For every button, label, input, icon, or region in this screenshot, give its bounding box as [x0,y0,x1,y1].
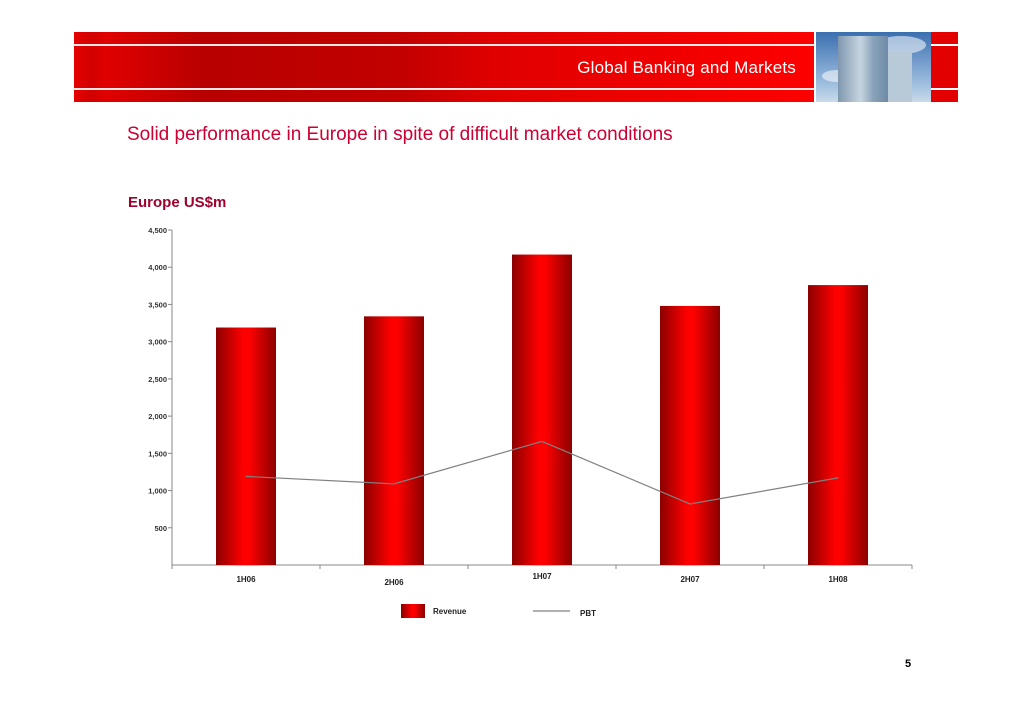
pbt-point [837,477,839,479]
y-tick-label: 4,000 [148,263,167,272]
chart-title: Europe US$m [128,194,227,211]
y-tick-label: 2,000 [148,412,167,421]
banner-title: Global Banking and Markets [577,58,796,77]
category-label: 2H07 [680,575,700,584]
pbt-point [541,440,543,443]
banner-red-band: Global Banking and Markets [74,32,814,102]
revenue-bar [660,305,720,565]
revenue-bar [808,285,868,565]
pbt-point [689,503,691,505]
banner-building-photo [816,32,931,102]
y-tick-label: 500 [154,524,167,533]
category-label: 1H06 [236,575,256,584]
slide-headline: Solid performance in Europe in spite of … [127,124,673,145]
y-tick-label: 3,500 [148,300,167,309]
revenue-bar [364,316,424,565]
category-label: 1H08 [828,575,848,584]
banner-tail [931,32,958,102]
y-tick-label: 3,000 [148,338,167,347]
legend-pbt-label: PBT [580,609,596,618]
y-tick-label: 1,000 [148,487,167,496]
revenue-bar [512,254,572,566]
pbt-point [245,475,247,478]
y-tick-label: 4,500 [148,226,167,235]
header-banner: Global Banking and Markets [74,32,958,102]
category-label: 1H07 [532,572,552,581]
category-label: 2H06 [384,578,404,587]
page-number: 5 [905,658,912,670]
revenue-bar [216,327,276,565]
y-tick-label: 1,500 [148,449,167,458]
legend-revenue-swatch [401,604,425,618]
legend-revenue-label: Revenue [433,607,467,616]
pbt-point [393,483,395,485]
y-tick-label: 2,500 [148,375,167,384]
